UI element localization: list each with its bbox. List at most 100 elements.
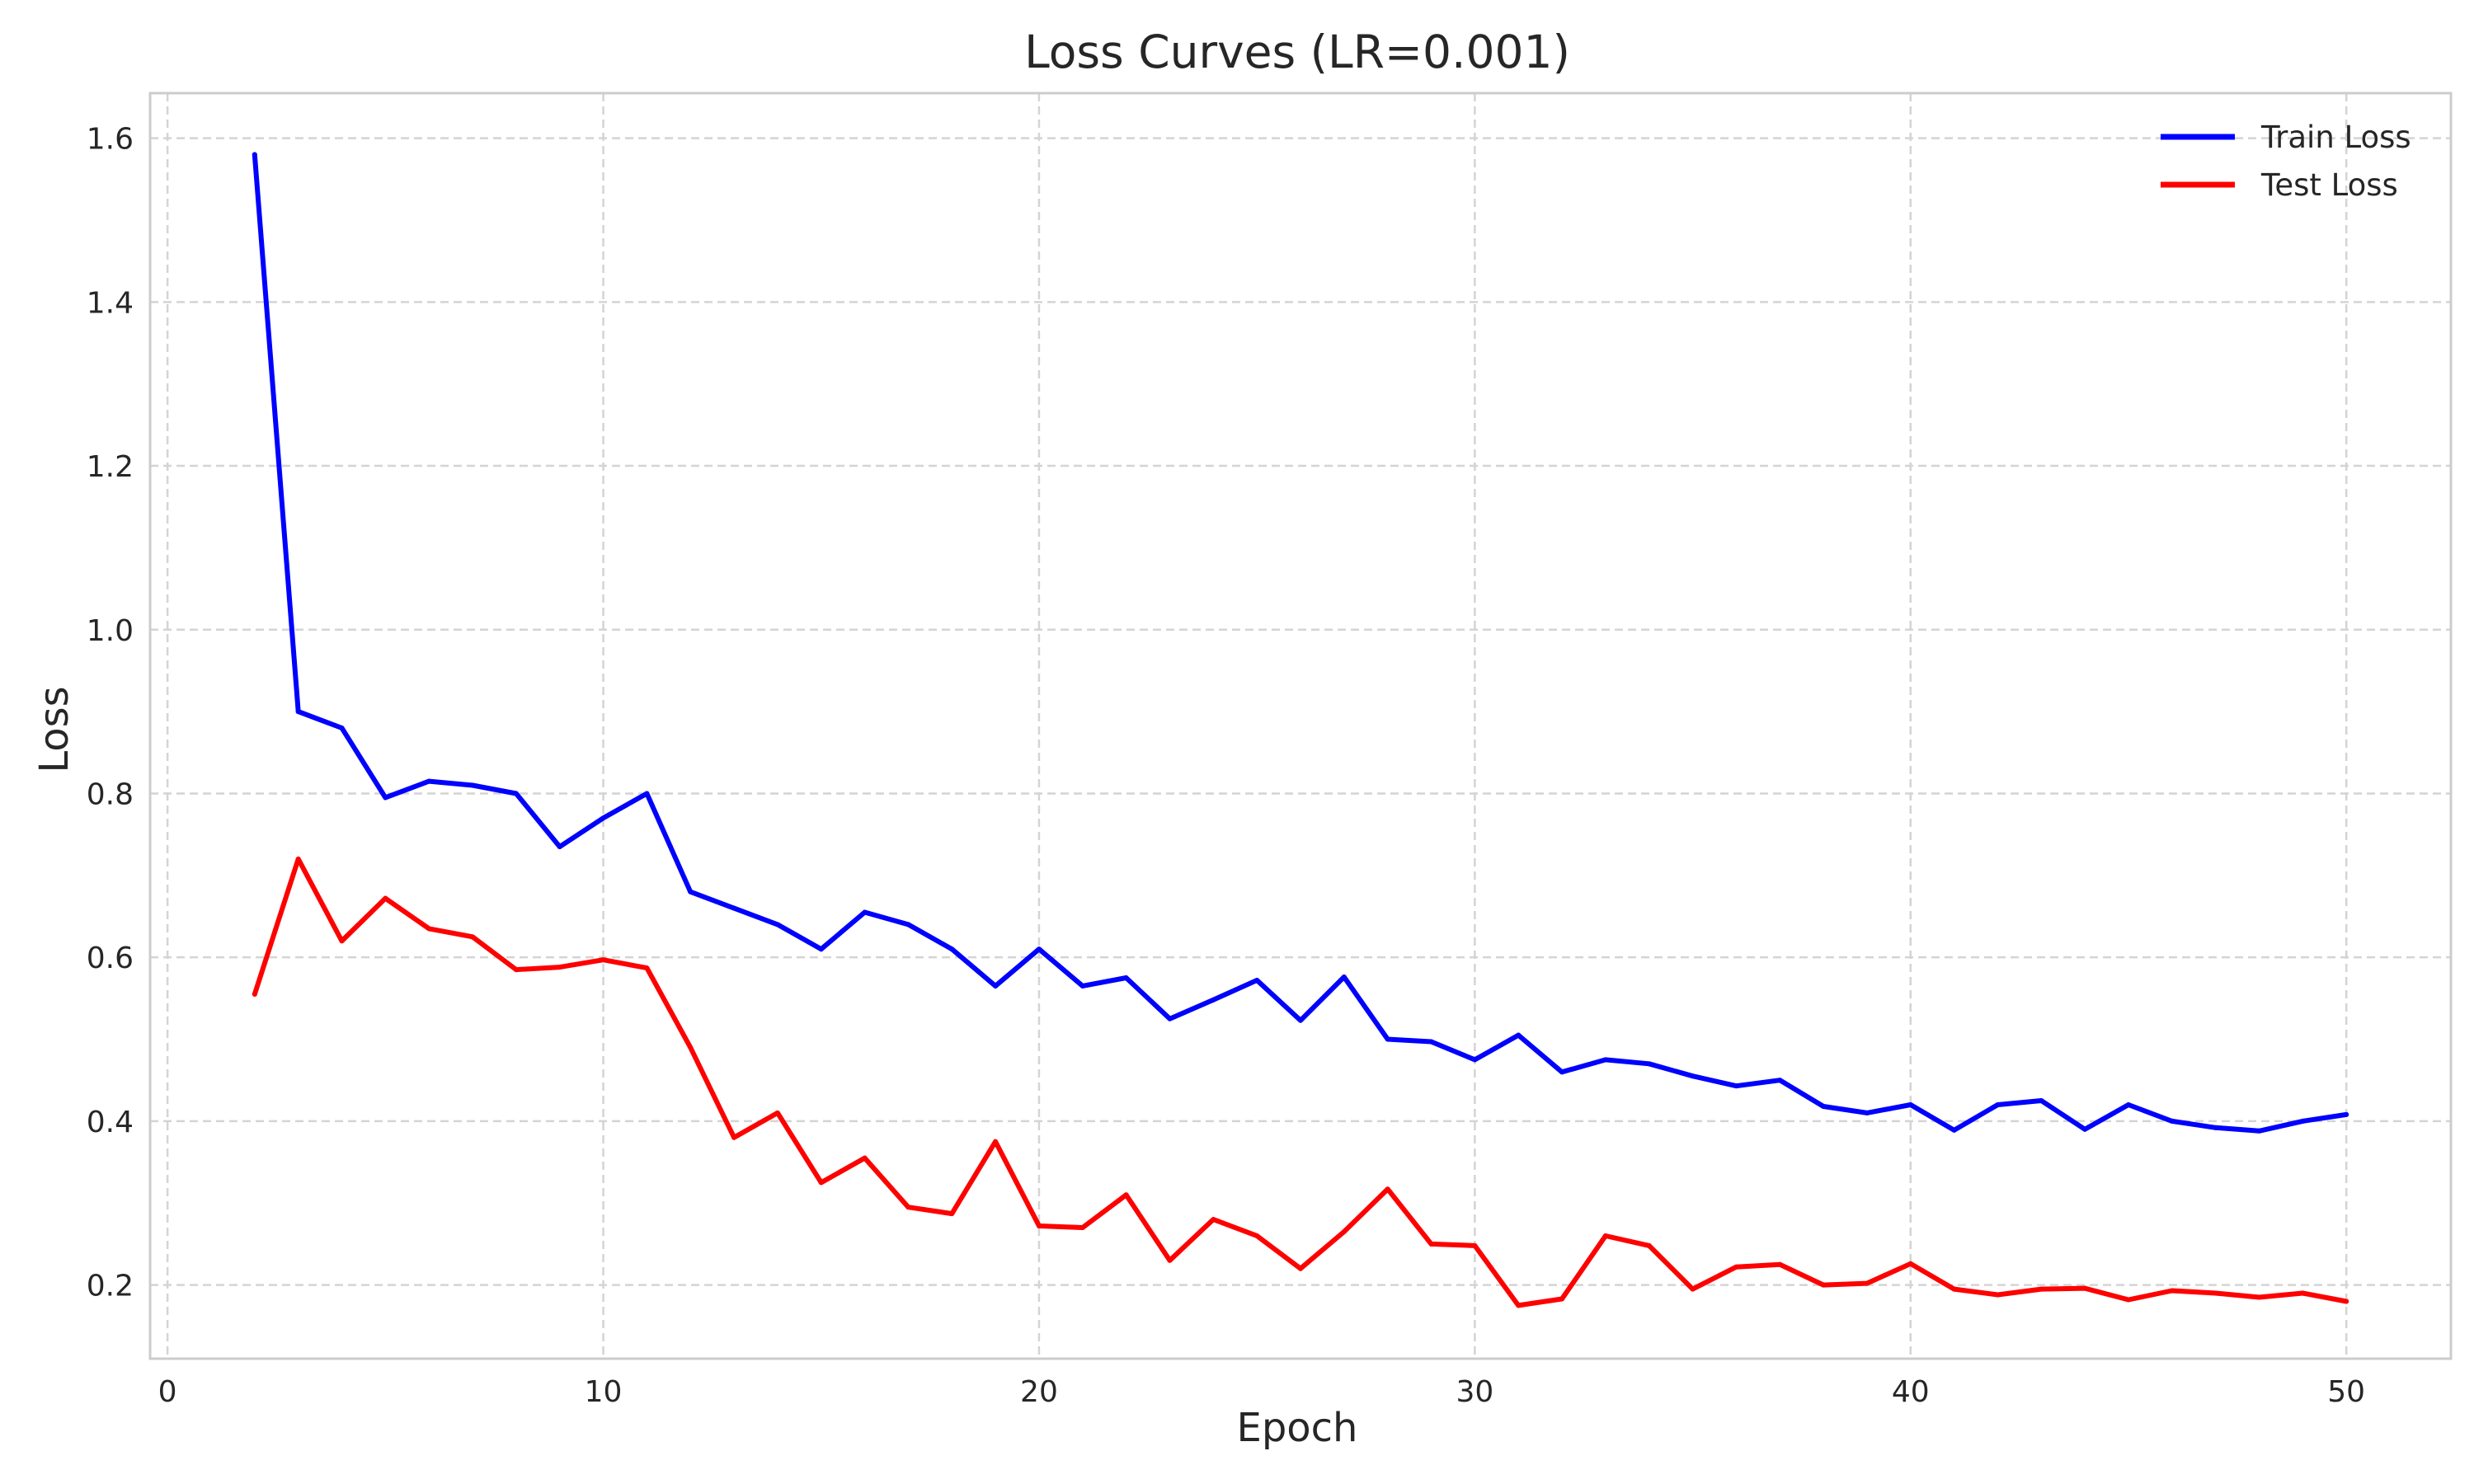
data-point-train-loss	[644, 791, 650, 796]
data-point-test-loss	[774, 1110, 780, 1115]
x-tick-label: 30	[1456, 1375, 1493, 1409]
data-point-train-loss	[2256, 1128, 2262, 1134]
y-tick-label: 1.0	[87, 614, 134, 648]
data-point-train-loss	[2082, 1126, 2088, 1132]
data-point-test-loss	[426, 926, 432, 932]
data-point-test-loss	[2300, 1290, 2306, 1296]
data-point-test-loss	[1298, 1266, 1303, 1271]
y-tick-label: 0.8	[87, 777, 134, 811]
data-point-test-loss	[1472, 1242, 1478, 1248]
legend-label-test-loss: Test Loss	[2260, 167, 2398, 203]
data-point-test-loss	[688, 1045, 694, 1050]
data-point-train-loss	[1559, 1069, 1565, 1075]
data-point-train-loss	[1995, 1102, 2001, 1108]
data-point-train-loss	[2125, 1102, 2131, 1108]
data-point-train-loss	[1777, 1078, 1783, 1083]
data-point-test-loss	[2169, 1288, 2175, 1294]
chart-title: Loss Curves (LR=0.001)	[1024, 26, 1570, 78]
x-tick-label: 50	[2327, 1375, 2365, 1409]
y-tick-label: 0.4	[87, 1106, 134, 1139]
data-point-test-loss	[1385, 1186, 1390, 1192]
data-point-test-loss	[295, 856, 301, 862]
data-point-test-loss	[1907, 1261, 1913, 1266]
x-axis-title: Epoch	[1237, 1405, 1358, 1451]
data-point-test-loss	[1516, 1303, 1522, 1308]
y-tick-labels: 0.2 0.4 0.6 0.8 1.0 1.2 1.4 1.6	[87, 123, 134, 1303]
data-point-test-loss	[862, 1155, 868, 1161]
data-point-train-loss	[1472, 1057, 1478, 1063]
data-point-train-loss	[2213, 1125, 2218, 1130]
data-point-train-loss	[1907, 1102, 1913, 1108]
data-point-test-loss	[949, 1211, 955, 1217]
data-point-test-loss	[1690, 1286, 1696, 1292]
data-point-test-loss	[1602, 1233, 1608, 1238]
data-point-train-loss	[2344, 1111, 2349, 1117]
data-point-test-loss	[2256, 1294, 2262, 1300]
data-point-test-loss	[1036, 1223, 1042, 1229]
y-tick-label: 0.2	[87, 1270, 134, 1303]
y-tick-label: 1.6	[87, 123, 134, 157]
x-tick-label: 20	[1020, 1375, 1058, 1409]
data-point-test-loss	[557, 965, 562, 970]
data-point-train-loss	[1123, 975, 1129, 981]
data-point-train-loss	[949, 946, 955, 952]
plot-area-frame	[148, 92, 2453, 1360]
data-point-train-loss	[1167, 1016, 1173, 1021]
data-point-train-loss	[513, 791, 519, 796]
data-point-train-loss	[383, 795, 388, 801]
data-point-test-loss	[993, 1139, 999, 1144]
data-point-train-loss	[470, 782, 476, 788]
data-point-train-loss	[1646, 1061, 1652, 1067]
data-point-test-loss	[1079, 1225, 1085, 1231]
data-point-train-loss	[1254, 977, 1260, 983]
data-point-train-loss	[774, 922, 780, 928]
data-point-train-loss	[862, 909, 868, 915]
data-point-test-loss	[818, 1180, 824, 1186]
data-point-train-loss	[1864, 1110, 1870, 1115]
data-point-test-loss	[600, 957, 606, 963]
data-point-test-loss	[1254, 1233, 1260, 1238]
data-point-train-loss	[1951, 1127, 1957, 1133]
series-layer	[252, 152, 2349, 1308]
data-point-train-loss	[557, 844, 562, 850]
data-point-train-loss	[1079, 983, 1085, 989]
x-tick-label: 40	[1892, 1375, 1930, 1409]
y-tick-label: 0.6	[87, 942, 134, 975]
data-point-test-loss	[339, 938, 345, 944]
grid-lines	[150, 93, 2451, 1359]
data-point-test-loss	[1123, 1192, 1129, 1198]
data-point-train-loss	[688, 889, 694, 895]
data-point-train-loss	[818, 946, 824, 952]
data-point-train-loss	[339, 725, 345, 730]
data-point-test-loss	[644, 965, 650, 971]
data-point-test-loss	[513, 967, 519, 973]
data-point-train-loss	[2300, 1118, 2306, 1124]
data-point-test-loss	[1646, 1242, 1652, 1248]
y-tick-label: 1.2	[87, 450, 134, 484]
legend: Train Loss Test Loss	[2161, 120, 2411, 203]
data-point-test-loss	[1995, 1292, 2001, 1298]
data-point-train-loss	[1036, 946, 1042, 952]
data-point-train-loss	[1341, 974, 1347, 980]
data-point-test-loss	[1777, 1261, 1783, 1267]
data-point-train-loss	[1385, 1036, 1390, 1042]
y-tick-label: 1.4	[87, 286, 134, 320]
data-point-test-loss	[2213, 1290, 2218, 1296]
data-point-train-loss	[905, 922, 911, 928]
data-point-train-loss	[600, 815, 606, 821]
legend-label-train-loss: Train Loss	[2260, 120, 2411, 155]
data-point-test-loss	[1864, 1280, 1870, 1286]
data-point-test-loss	[1559, 1296, 1565, 1302]
x-tick-labels: 0 10 20 30 40 50	[158, 1375, 2365, 1409]
data-point-train-loss	[1428, 1039, 1434, 1045]
data-point-test-loss	[2125, 1297, 2131, 1303]
data-point-train-loss	[1211, 997, 1216, 1003]
data-point-test-loss	[2344, 1298, 2349, 1304]
data-point-train-loss	[1690, 1073, 1696, 1079]
data-point-train-loss	[2169, 1118, 2175, 1124]
data-point-test-loss	[1821, 1282, 1827, 1288]
data-point-train-loss	[426, 778, 432, 784]
data-point-test-loss	[1211, 1217, 1216, 1223]
data-point-test-loss	[1428, 1241, 1434, 1247]
x-tick-label: 0	[158, 1375, 177, 1409]
